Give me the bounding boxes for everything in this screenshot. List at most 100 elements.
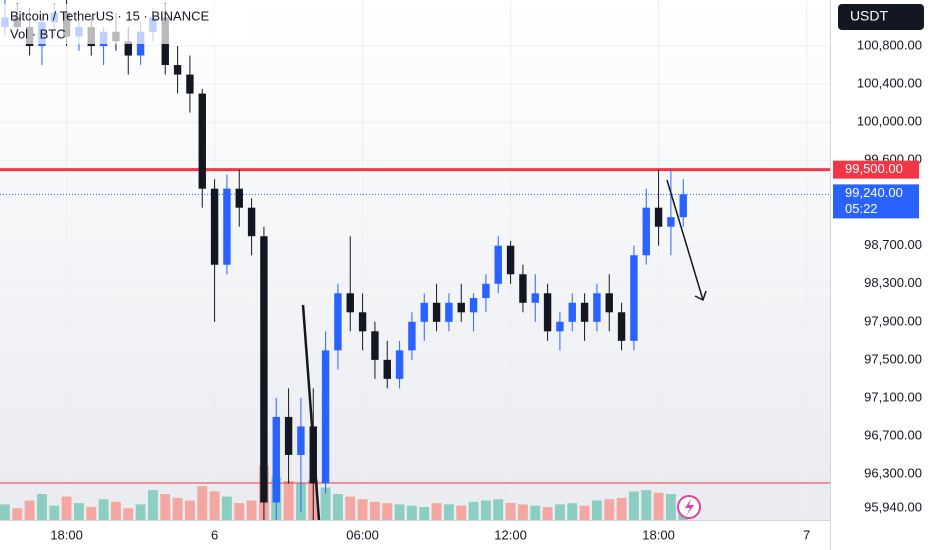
volume-bar bbox=[0, 504, 10, 520]
currency-label: USDT bbox=[850, 8, 889, 24]
volume-bar bbox=[172, 497, 183, 520]
volume-bar bbox=[283, 481, 294, 520]
candle-body bbox=[334, 293, 342, 351]
candle-body bbox=[556, 321, 564, 332]
candle-body bbox=[260, 236, 268, 503]
volume-bar bbox=[357, 499, 368, 520]
candle-body bbox=[383, 359, 391, 379]
countdown-label: 05:22 bbox=[845, 201, 878, 216]
candle-body bbox=[408, 321, 416, 351]
candle-body bbox=[593, 293, 601, 322]
volume-bar bbox=[86, 507, 97, 520]
volume-bar bbox=[641, 490, 652, 520]
volume-label: Vol · BTC bbox=[10, 26, 66, 41]
candle-body bbox=[186, 74, 194, 94]
volume-bar bbox=[98, 499, 109, 520]
y-tick-label: 97,100.00 bbox=[864, 389, 922, 404]
y-tick-label: 100,400.00 bbox=[857, 76, 922, 91]
volume-bar bbox=[542, 507, 553, 520]
arrow-line bbox=[666, 179, 704, 301]
volume-bar bbox=[628, 491, 639, 520]
volume-bar bbox=[554, 504, 565, 520]
x-tick-label: 7 bbox=[803, 527, 810, 542]
current-price-label: 99,240.00 bbox=[845, 185, 903, 200]
volume-bar bbox=[147, 490, 158, 520]
candle-body bbox=[210, 188, 219, 265]
volume-bar bbox=[530, 505, 541, 520]
volume-bar bbox=[110, 501, 121, 520]
y-tick-label: 96,700.00 bbox=[864, 427, 922, 442]
volume-bar bbox=[197, 486, 208, 520]
volume-bar bbox=[332, 494, 343, 520]
y-tick-label: 100,800.00 bbox=[857, 37, 922, 52]
candle-body bbox=[494, 245, 502, 284]
candle-body bbox=[654, 207, 663, 227]
candle-body bbox=[617, 312, 626, 341]
candle-body bbox=[358, 312, 367, 332]
level-badge bbox=[833, 160, 919, 179]
y-tick-label: 98,700.00 bbox=[864, 237, 922, 252]
volume-bar bbox=[653, 492, 664, 520]
volume-bar bbox=[320, 487, 331, 520]
current-price-badge bbox=[833, 184, 919, 219]
trend-line bbox=[301, 304, 321, 520]
candle-body bbox=[124, 41, 132, 56]
volume-bar bbox=[184, 500, 195, 520]
candle-body bbox=[198, 93, 206, 189]
currency-button[interactable] bbox=[838, 4, 924, 30]
candle-body bbox=[235, 188, 243, 208]
candle-body bbox=[284, 416, 293, 455]
volume-bar bbox=[12, 508, 23, 520]
candle-body bbox=[543, 293, 552, 332]
volume-bar bbox=[49, 505, 60, 520]
candle-body bbox=[605, 293, 613, 313]
legend-background bbox=[0, 4, 250, 44]
candle-body bbox=[432, 302, 441, 322]
volume-bar bbox=[345, 496, 356, 520]
volume-bar bbox=[73, 503, 84, 520]
y-tick-label: 100,000.00 bbox=[857, 114, 922, 129]
volume-bar bbox=[221, 496, 232, 520]
volume-bar bbox=[517, 504, 528, 520]
volume-bar bbox=[665, 494, 676, 520]
volume-bar bbox=[505, 503, 516, 520]
symbol-title: Bitcoin / TetherUS · 15 · BINANCE bbox=[10, 8, 209, 23]
x-tick-label: 06:00 bbox=[346, 527, 379, 542]
volume-bar bbox=[443, 504, 454, 520]
arrow-head bbox=[694, 290, 707, 302]
candle-body bbox=[482, 283, 490, 299]
candle-body bbox=[395, 350, 404, 379]
candle-body bbox=[568, 302, 576, 322]
y-tick-label: 97,500.00 bbox=[864, 351, 922, 366]
y-tick-label: 95,940.00 bbox=[864, 500, 922, 515]
volume-bar bbox=[135, 504, 146, 520]
candle-body bbox=[630, 255, 638, 341]
candle-body bbox=[457, 302, 465, 313]
volume-bar bbox=[160, 494, 171, 520]
volume-bar bbox=[567, 503, 578, 520]
volume-bar bbox=[480, 500, 491, 520]
candle-body bbox=[531, 293, 539, 303]
candle-body bbox=[445, 302, 453, 322]
candle-body bbox=[346, 293, 354, 313]
volume-bar bbox=[431, 503, 442, 520]
price-axis-background bbox=[831, 0, 932, 550]
volume-bar bbox=[579, 505, 590, 520]
volume-bar bbox=[123, 508, 134, 520]
event-icon-bolt bbox=[685, 499, 694, 515]
x-tick-label: 12:00 bbox=[494, 527, 527, 542]
volume-bar bbox=[24, 500, 35, 520]
volume-bar bbox=[209, 491, 220, 520]
candle-body bbox=[667, 217, 675, 227]
level-label: 99,500.00 bbox=[845, 161, 903, 176]
y-tick-label: 98,300.00 bbox=[864, 275, 922, 290]
drawings bbox=[301, 179, 707, 520]
candle-body bbox=[519, 274, 527, 303]
volume-bar bbox=[246, 500, 257, 520]
x-tick-label: 18:00 bbox=[642, 527, 675, 542]
candle-body bbox=[321, 350, 330, 484]
candle-body bbox=[469, 298, 478, 313]
volume-bar bbox=[456, 505, 467, 520]
y-tick-label: 97,900.00 bbox=[864, 313, 922, 328]
candle-body bbox=[297, 426, 305, 455]
